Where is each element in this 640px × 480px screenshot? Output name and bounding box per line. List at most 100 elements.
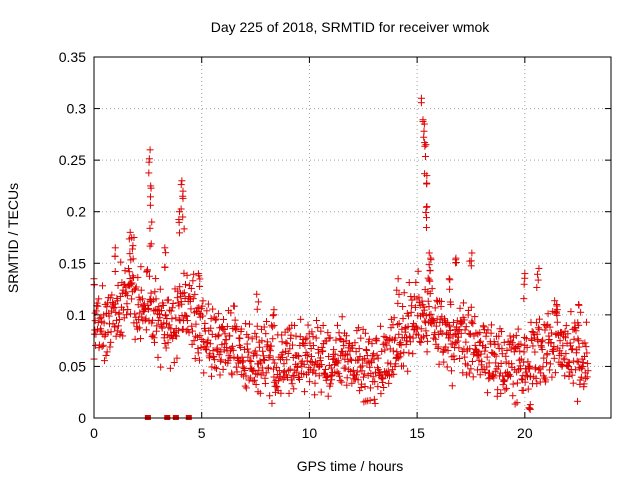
data-point-peak [175, 229, 183, 237]
data-point [449, 340, 457, 348]
data-point [185, 329, 193, 337]
data-point-peak [420, 127, 428, 135]
data-point [442, 343, 450, 351]
data-point [278, 338, 286, 346]
data-point [221, 340, 229, 348]
data-point [285, 389, 293, 397]
data-point [322, 376, 330, 384]
data-point [207, 315, 215, 323]
data-point [416, 338, 424, 346]
data-point [283, 340, 291, 348]
data-point [415, 331, 423, 339]
data-point [394, 354, 402, 362]
data-point [284, 349, 292, 357]
data-point [256, 343, 264, 351]
data-point [297, 315, 305, 323]
data-point-peak [423, 179, 431, 187]
x-tick-label: 10 [302, 425, 318, 441]
data-point [102, 352, 110, 360]
data-point [360, 370, 368, 378]
data-point [397, 349, 405, 357]
data-point [296, 375, 304, 383]
x-axis-label: GPS time / hours [297, 458, 404, 474]
data-point [353, 327, 361, 335]
data-point [345, 366, 353, 374]
data-point [582, 343, 590, 351]
data-point [94, 302, 102, 310]
data-point [171, 328, 179, 336]
y-tick-label: 0.05 [59, 358, 86, 374]
data-point-peak [520, 280, 528, 288]
data-point [285, 366, 293, 374]
data-point [232, 363, 240, 371]
data-point [214, 310, 222, 318]
data-point [475, 338, 483, 346]
data-point [118, 289, 126, 297]
data-point [373, 337, 381, 345]
data-point [572, 366, 580, 374]
data-point [563, 362, 571, 370]
data-point [194, 349, 202, 357]
data-point-peak [253, 322, 261, 330]
data-point [319, 322, 327, 330]
data-point [342, 332, 350, 340]
data-point [141, 316, 149, 324]
data-point [497, 389, 505, 397]
data-point [181, 295, 189, 303]
data-point [317, 327, 325, 335]
data-point [182, 280, 190, 288]
data-point [377, 373, 385, 381]
data-point [473, 366, 481, 374]
data-point [92, 330, 100, 338]
data-point [220, 325, 228, 333]
data-point [159, 301, 167, 309]
data-point [476, 371, 484, 379]
data-point-peak [425, 276, 433, 284]
data-point [123, 311, 131, 319]
data-point [244, 345, 252, 353]
data-point [266, 392, 274, 400]
data-point-peak [535, 264, 543, 272]
data-point [260, 355, 268, 363]
data-point [214, 347, 222, 355]
data-point [348, 379, 356, 387]
data-point [283, 374, 291, 382]
data-point [524, 358, 532, 366]
data-point [311, 391, 319, 399]
data-point [356, 387, 364, 395]
data-point [271, 359, 279, 367]
data-point [240, 346, 248, 354]
data-point [395, 320, 403, 328]
data-point-peak [394, 275, 402, 283]
data-point [134, 273, 142, 281]
data-point [157, 307, 165, 315]
data-point [551, 369, 559, 377]
data-point [520, 333, 528, 341]
data-point [169, 300, 177, 308]
data-point [264, 341, 272, 349]
data-point [567, 308, 575, 316]
data-point [455, 344, 463, 352]
data-point [256, 389, 264, 397]
data-point-peak [148, 218, 156, 226]
data-point [206, 340, 214, 348]
data-point [487, 329, 495, 337]
data-point [327, 372, 335, 380]
data-point [294, 363, 302, 371]
data-point [369, 373, 377, 381]
data-point [440, 358, 448, 366]
data-point [211, 363, 219, 371]
data-point-peak [195, 272, 203, 280]
data-point [538, 346, 546, 354]
data-point [268, 399, 276, 407]
data-point [300, 360, 308, 368]
data-point [462, 323, 470, 331]
data-point [191, 290, 199, 298]
data-point [407, 308, 415, 316]
data-point [360, 398, 368, 406]
data-point-peak [446, 285, 454, 293]
data-point-peak [196, 275, 204, 283]
data-point-peak [446, 298, 454, 306]
data-point [251, 347, 259, 355]
